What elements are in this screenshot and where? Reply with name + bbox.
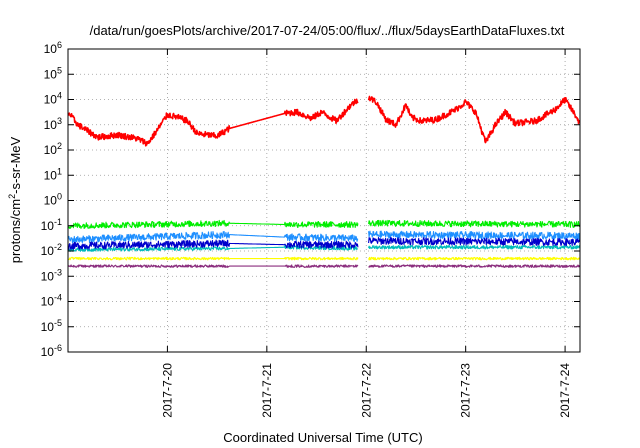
y-tick-label: 10-3	[41, 267, 62, 283]
x-axis-ticks: 2017-7-20 2017-7-21 2017-7-22 2017-7-23 2017…	[160, 49, 572, 418]
y-tick-label: 10-6	[41, 343, 62, 359]
y-tick-label-base: 10	[44, 118, 58, 132]
y-tick-label-base: 10	[44, 42, 58, 56]
y-tick-label: 10-2	[41, 242, 62, 258]
y-tick-label-base: 10	[41, 244, 55, 258]
series-line	[67, 237, 581, 250]
y-tick-label: 10-5	[41, 318, 62, 334]
y-tick-label-base: 10	[41, 269, 55, 283]
y-tick-label: 104	[44, 91, 62, 107]
y-axis-label-sup: 2	[7, 194, 17, 199]
y-tick-label-exp: -6	[54, 343, 62, 353]
y-tick-label: 100	[44, 192, 62, 208]
x-tick-label: 2017-7-22	[359, 363, 373, 418]
y-tick-label: 10-1	[41, 217, 62, 233]
y-tick-label: 103	[44, 116, 62, 132]
y-tick-label: 106	[44, 40, 62, 56]
y-tick-label-exp: -5	[54, 318, 62, 328]
series-line	[67, 256, 581, 261]
y-tick-label-exp: -2	[54, 242, 62, 252]
series-line	[67, 219, 580, 230]
y-tick-label-base: 10	[41, 295, 55, 309]
y-tick-label-base: 10	[44, 143, 58, 157]
series-line	[67, 95, 581, 147]
x-tick-label: 2017-7-24	[558, 363, 572, 418]
y-tick-label: 105	[44, 65, 62, 81]
x-tick-label: 2017-7-20	[160, 363, 174, 418]
y-tick-label-exp: 5	[57, 65, 62, 75]
y-tick-label-base: 10	[44, 93, 58, 107]
y-tick-label-exp: 1	[57, 166, 62, 176]
y-tick-label-exp: -1	[54, 217, 62, 227]
grid-lines	[68, 49, 580, 352]
y-axis-label-rest: -s-sr-MeV	[8, 136, 23, 193]
y-tick-label-exp: 3	[57, 116, 62, 126]
chart-title: /data/run/goesPlots/archive/2017-07-24/0…	[90, 23, 565, 38]
y-tick-label-exp: 2	[57, 141, 62, 151]
series-line	[67, 230, 581, 244]
x-tick-label: 2017-7-21	[260, 363, 274, 418]
y-tick-label-exp: -3	[54, 267, 62, 277]
y-tick-label-exp: 6	[57, 40, 62, 50]
y-tick-label-exp: -4	[54, 293, 62, 303]
y-tick-label: 102	[44, 141, 62, 157]
y-tick-label: 101	[44, 166, 62, 182]
y-tick-label-base: 10	[44, 67, 58, 81]
y-axis-label-main: protons/cm	[8, 199, 23, 263]
data-series	[67, 95, 581, 268]
y-tick-label: 10-4	[41, 293, 62, 309]
y-tick-label-exp: 0	[57, 192, 62, 202]
y-tick-label-base: 10	[44, 168, 58, 182]
y-axis-label: protons/cm2-s-sr-MeV	[7, 136, 23, 263]
series-line	[67, 264, 581, 268]
x-axis-label: Coordinated Universal Time (UTC)	[223, 430, 422, 445]
x-tick-label: 2017-7-23	[459, 363, 473, 418]
y-axis-ticks: 10-610-510-410-310-210-11001011021031041…	[41, 40, 580, 359]
y-tick-label-base: 10	[44, 194, 58, 208]
y-tick-label-base: 10	[41, 320, 55, 334]
y-tick-label-base: 10	[41, 345, 55, 359]
y-tick-label-base: 10	[41, 219, 55, 233]
y-tick-label-exp: 4	[57, 91, 62, 101]
